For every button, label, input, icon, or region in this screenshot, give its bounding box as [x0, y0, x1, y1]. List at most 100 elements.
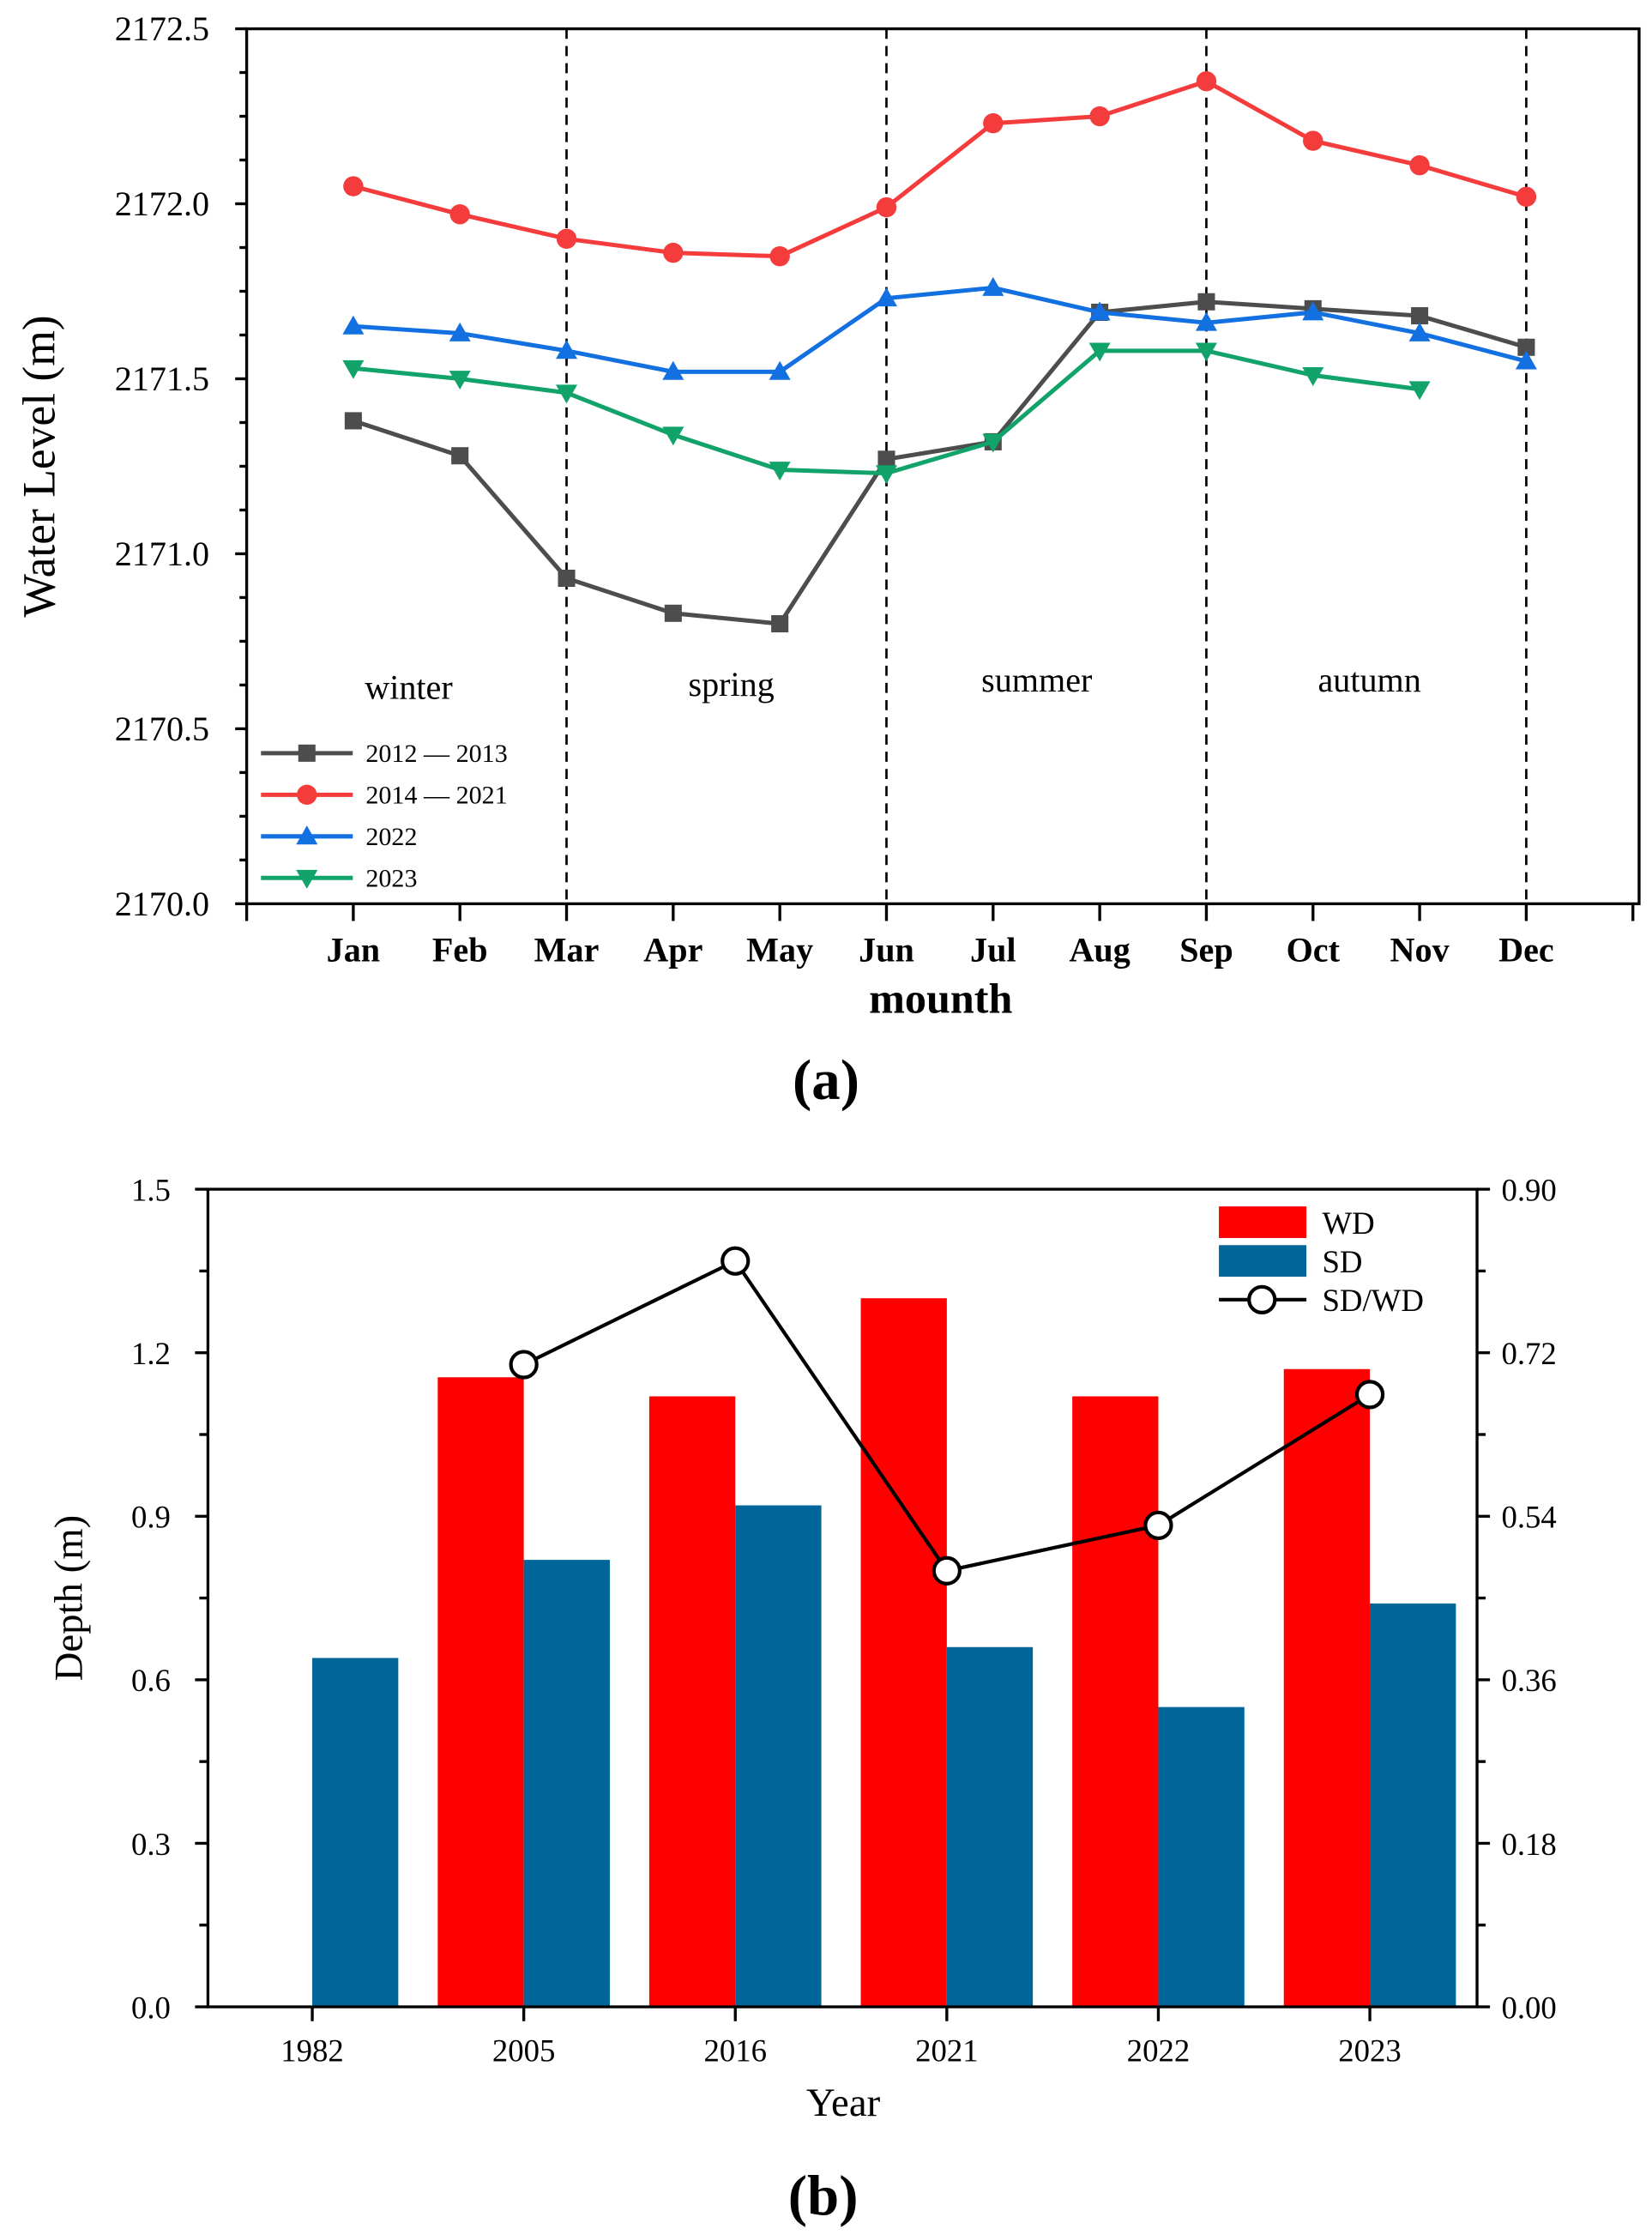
- y-tick-label: 2170.5: [115, 710, 209, 748]
- bar-wd: [860, 1298, 947, 2008]
- x-axis-label: mounth: [869, 974, 1012, 1022]
- x-tick-label: Apr: [643, 930, 702, 969]
- data-point: [875, 287, 898, 307]
- legend-swatch-wd: [1219, 1206, 1307, 1238]
- legend-label: SD: [1322, 1244, 1362, 1279]
- legend-marker: [1247, 1284, 1277, 1314]
- data-point: [769, 246, 790, 267]
- data-point: [769, 462, 791, 481]
- data-point: [343, 176, 364, 196]
- x-tick-label: Mar: [534, 930, 600, 969]
- y-tick-label: 0.0: [131, 1990, 171, 2025]
- x-tick-label: 2016: [703, 2033, 767, 2069]
- bar-wd: [1283, 1368, 1371, 2008]
- x-tick-label: Dec: [1498, 930, 1554, 969]
- x-tick-label: Aug: [1069, 930, 1130, 969]
- data-point: [1195, 342, 1217, 362]
- data-point: [876, 196, 897, 218]
- x-tick-label: Feb: [432, 930, 488, 969]
- data-point: [982, 276, 1004, 296]
- data-point: [1408, 381, 1431, 401]
- x-tick-label: 2022: [1127, 2033, 1191, 2069]
- data-point: [449, 371, 471, 390]
- bar-sd: [1158, 1706, 1245, 2008]
- season-label: winter: [365, 667, 452, 706]
- data-point: [1411, 307, 1429, 325]
- y-tick-label: 2170.0: [115, 885, 209, 923]
- bar-sd: [735, 1505, 822, 2008]
- data-point: [449, 204, 470, 225]
- data-point: [1197, 293, 1215, 311]
- data-point: [1515, 350, 1537, 370]
- x-tick-label: Sep: [1179, 930, 1233, 969]
- data-point: [555, 384, 578, 404]
- panel-b-depth-chart: 0.0 0.3 0.6 0.9 1.2 1.5 0.00 0.18 0.36 0.54 0.72 0.…: [46, 1172, 1556, 2227]
- legend-label: 2012 — 2013: [365, 739, 507, 768]
- legend-label: SD/WD: [1322, 1283, 1423, 1318]
- bar-wd: [648, 1396, 736, 2008]
- x-tick-label: 2005: [492, 2033, 556, 2069]
- x-tick-label: 1982: [280, 2033, 344, 2069]
- ratio-point: [1143, 1510, 1173, 1541]
- y-axis-label: Water Level (m): [14, 315, 65, 617]
- data-point: [1408, 322, 1431, 341]
- data-point: [449, 322, 471, 341]
- y2-tick-label: 0.90: [1501, 1172, 1556, 1207]
- x-tick-label: May: [746, 930, 813, 969]
- data-point: [555, 340, 578, 359]
- series-line: [353, 299, 1528, 626]
- data-point: [1196, 71, 1217, 92]
- data-point: [451, 447, 469, 465]
- x-tick-label: Oct: [1287, 930, 1341, 969]
- legend-marker: [296, 825, 318, 845]
- data-point: [1409, 154, 1430, 176]
- data-point: [982, 433, 1004, 453]
- data-point: [556, 228, 577, 250]
- plot-frame: [244, 27, 1641, 906]
- y-tick-label: 0.3: [131, 1827, 171, 1862]
- data-point: [1517, 338, 1535, 356]
- data-point: [1088, 342, 1111, 362]
- data-point: [664, 604, 682, 622]
- series-line: [353, 79, 1528, 259]
- series-2023: [342, 342, 1431, 485]
- series-line: [353, 285, 1528, 374]
- data-point: [1195, 311, 1217, 331]
- y2-tick-label: 0.54: [1501, 1500, 1556, 1535]
- bar-wd: [437, 1377, 524, 2008]
- ratio-point: [720, 1246, 751, 1276]
- season-label: summer: [981, 661, 1092, 699]
- series-2022: [342, 276, 1537, 380]
- bar-sd: [523, 1560, 610, 2008]
- x-tick-label: Nov: [1390, 930, 1450, 969]
- data-point: [1516, 186, 1537, 208]
- data-point: [1089, 106, 1110, 127]
- series-2014-2021: [343, 71, 1537, 267]
- y-tick-label: 1.2: [131, 1336, 171, 1371]
- data-point: [662, 360, 684, 380]
- x-axis-label: Year: [806, 2081, 881, 2125]
- legend-marker: [297, 784, 317, 806]
- data-point: [1088, 301, 1111, 321]
- legend-label: 2022: [365, 822, 417, 851]
- panel-label: (a): [793, 1048, 859, 1112]
- y2-tick-label: 0.18: [1501, 1827, 1556, 1862]
- y-tick-label: 2171.5: [115, 359, 209, 398]
- bar-wd: [1072, 1396, 1159, 2008]
- data-point: [663, 242, 684, 263]
- x-tick-label: 2021: [915, 2033, 979, 2069]
- y-tick-label: 2172.0: [115, 184, 209, 223]
- y2-tick-label: 0.00: [1501, 1990, 1556, 2025]
- x-tick-label: Jul: [970, 930, 1016, 969]
- legend-swatch-sd: [1219, 1245, 1307, 1278]
- ratio-point: [932, 1555, 962, 1586]
- data-point: [342, 359, 365, 379]
- y-tick-label: 2171.0: [115, 535, 209, 573]
- data-point: [983, 112, 1004, 134]
- y2-tick-label: 0.36: [1501, 1663, 1556, 1698]
- y-tick-label: 0.9: [131, 1500, 171, 1535]
- bar-sd: [312, 1658, 399, 2008]
- data-point: [662, 426, 684, 446]
- y-tick-label: 2172.5: [115, 9, 209, 48]
- panel-label: (b): [788, 2164, 859, 2227]
